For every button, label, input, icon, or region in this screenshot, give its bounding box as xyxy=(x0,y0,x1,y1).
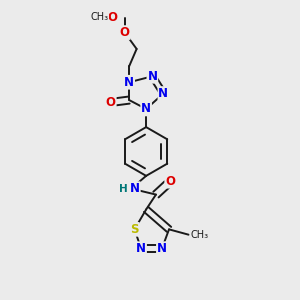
Text: O: O xyxy=(108,11,118,24)
Text: N: N xyxy=(157,242,167,255)
Text: N: N xyxy=(158,87,168,100)
Text: N: N xyxy=(141,103,151,116)
Text: O: O xyxy=(120,26,130,39)
Text: CH₃: CH₃ xyxy=(190,230,208,240)
Text: O: O xyxy=(165,175,175,188)
Text: CH₃: CH₃ xyxy=(90,12,109,22)
Text: S: S xyxy=(130,223,139,236)
Text: N: N xyxy=(147,70,158,83)
Text: N: N xyxy=(136,242,146,255)
Text: N: N xyxy=(130,182,140,195)
Text: N: N xyxy=(124,76,134,89)
Text: H: H xyxy=(118,184,127,194)
Text: O: O xyxy=(106,96,116,109)
